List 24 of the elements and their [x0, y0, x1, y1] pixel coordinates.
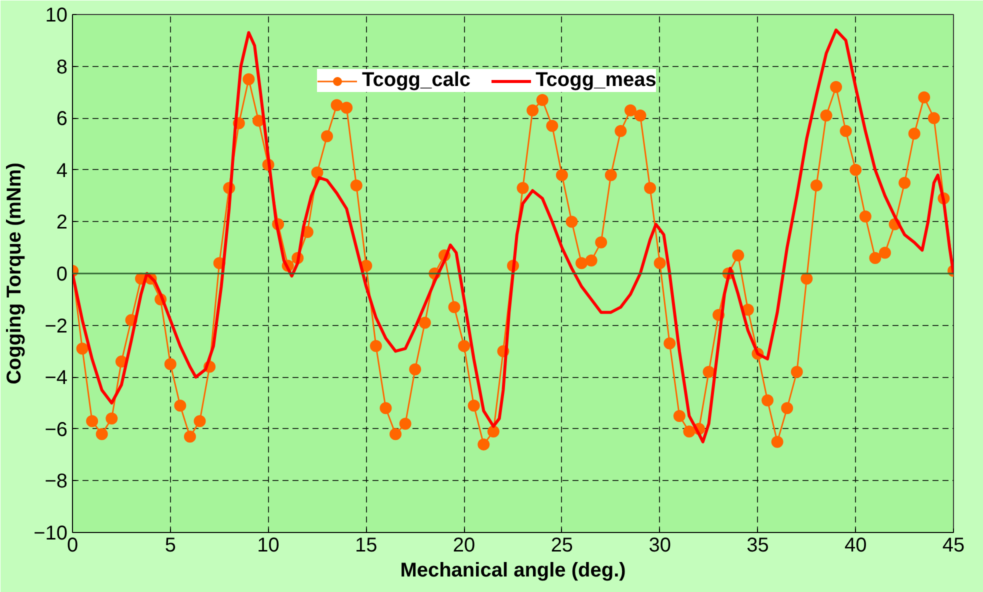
- x-tick-label: 15: [355, 534, 378, 556]
- y-tick-label: −6: [44, 418, 68, 441]
- x-tick-label: 45: [942, 534, 965, 556]
- legend-label: Tcogg_calc: [362, 69, 471, 92]
- y-tick-label: 0: [56, 264, 68, 286]
- y-tick-label: −8: [44, 470, 68, 493]
- y-axis-title: Cogging Torque (mNm): [4, 162, 26, 384]
- x-tick-label: 10: [257, 534, 280, 556]
- x-tick-label: 5: [164, 534, 176, 556]
- x-tick-label: 40: [844, 534, 867, 556]
- y-tick-label: 6: [56, 108, 68, 130]
- x-tick-label: 25: [550, 534, 574, 556]
- x-axis-title: Mechanical angle (deg.): [400, 560, 626, 582]
- y-tick-label: 8: [56, 56, 68, 78]
- x-tick-label: 35: [746, 534, 769, 556]
- y-tick-label: −10: [34, 522, 68, 544]
- y-tick-label: −2: [44, 315, 68, 338]
- y-tick-label: −4: [44, 367, 68, 390]
- y-tick-label: 2: [56, 212, 68, 234]
- y-tick-label: 4: [56, 160, 68, 182]
- legend-label: Tcogg_meas: [536, 69, 656, 92]
- y-tick-label: 10: [45, 4, 68, 26]
- x-tick-label: 20: [452, 534, 476, 556]
- x-tick-label: 30: [648, 534, 671, 556]
